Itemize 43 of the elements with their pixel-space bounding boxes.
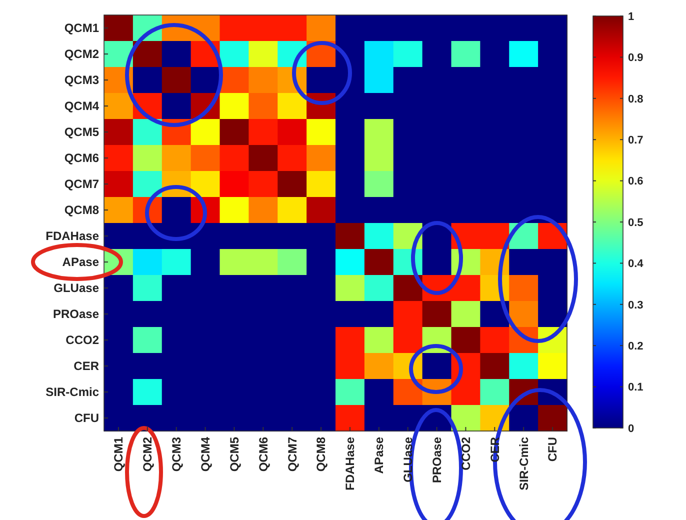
color-bar-label: 0.6 (628, 176, 644, 188)
x-tick-label: FDAHase (343, 436, 358, 490)
y-tick-label: QCM2 (64, 47, 100, 62)
color-bar-label: 0.5 (628, 216, 644, 229)
color-bar-label: 0.2 (628, 340, 644, 352)
x-tick-label: QCM8 (314, 436, 328, 472)
y-tick-label: QCM5 (64, 125, 100, 140)
y-tick-label: QCM6 (64, 151, 100, 166)
color-bar-label: 0.4 (628, 258, 644, 270)
color-bar-label: 0.1 (628, 382, 644, 394)
y-tick-label: QCM1 (64, 21, 100, 36)
color-bar-label: 0 (628, 422, 634, 435)
y-tick-label: CCO2 (66, 333, 100, 348)
color-bar-label: 0.9 (628, 52, 644, 64)
x-tick-label: QCM1 (112, 436, 126, 472)
x-tick-label: APase (372, 436, 386, 474)
x-tick-label: CFU (546, 437, 560, 462)
y-tick-label: FDAHase (46, 229, 100, 244)
y-tick-label: QCM4 (64, 99, 100, 114)
x-tick-label: QCM6 (256, 436, 270, 472)
color-bar-label: 0.8 (628, 93, 644, 106)
x-tick-label: PROase (430, 436, 444, 484)
x-tick-label: QCM4 (198, 436, 212, 472)
x-tick-label: SIR-Cmic (516, 436, 531, 490)
x-tick-label: CCO2 (458, 436, 473, 470)
color-bar-label: 0.3 (628, 299, 644, 312)
x-tick-label: QCM5 (227, 436, 242, 472)
y-tick-label: QCM3 (64, 73, 100, 88)
color-bar-label: 0.7 (628, 134, 644, 146)
x-tick-label: QCM2 (140, 436, 155, 472)
y-tick-label: GLUase (54, 281, 100, 296)
y-tick-label: CFU (74, 411, 99, 426)
y-tick-label: APase (62, 255, 100, 270)
x-tick-label: GLUase (401, 436, 416, 482)
x-tick-label: QCM3 (170, 436, 184, 472)
y-tick-label: SIR-Cmic (46, 385, 100, 400)
color-bar-label: 1 (628, 10, 634, 23)
x-tick-label: QCM7 (285, 436, 300, 472)
y-tick-label: CER (74, 359, 100, 374)
y-tick-label: QCM7 (64, 177, 100, 192)
x-tick-label: CER (488, 436, 502, 462)
y-tick-label: QCM8 (64, 203, 100, 218)
y-tick-label: PROase (52, 307, 100, 322)
